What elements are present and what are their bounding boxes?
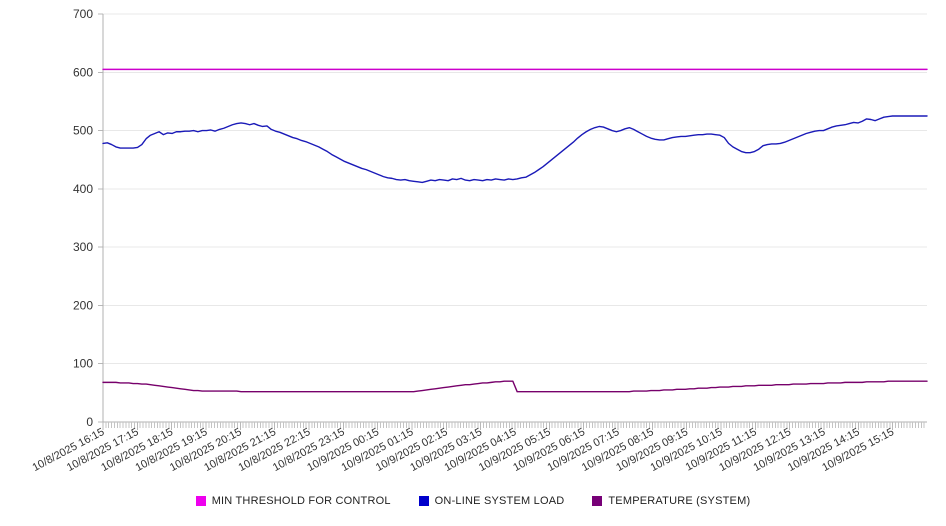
series-line-2 xyxy=(102,115,928,184)
x-tick-marks xyxy=(102,422,925,430)
y-axis-label: 100 xyxy=(73,357,93,371)
y-axis-label: 400 xyxy=(73,182,93,196)
legend-item[interactable]: TEMPERATURE (SYSTEM) xyxy=(592,495,750,507)
y-axis-label: 300 xyxy=(73,240,93,254)
data-series-group xyxy=(102,68,928,393)
y-gridlines: 0 100 200 300 400 500 600 700 xyxy=(73,7,927,429)
legend-item[interactable]: MIN THRESHOLD FOR CONTROL xyxy=(195,495,391,507)
legend-swatch-icon xyxy=(592,496,603,506)
y-axis-label: 200 xyxy=(73,298,93,312)
y-axis-label: 700 xyxy=(73,7,93,21)
y-axis-label: 500 xyxy=(73,124,93,138)
y-axis-label: 600 xyxy=(73,65,93,79)
legend-label: MIN THRESHOLD FOR CONTROL xyxy=(211,495,391,507)
y-axis-label: 0 xyxy=(86,415,93,429)
legend-swatch-icon xyxy=(418,496,429,506)
chart-legend: MIN THRESHOLD FOR CONTROL ON-LINE SYSTEM … xyxy=(0,495,946,507)
legend-swatch-icon xyxy=(195,496,206,506)
legend-label: TEMPERATURE (SYSTEM) xyxy=(608,495,751,507)
series-line-3 xyxy=(102,380,928,393)
legend-item[interactable]: ON-LINE SYSTEM LOAD xyxy=(418,495,565,507)
legend-label: ON-LINE SYSTEM LOAD xyxy=(434,495,565,507)
